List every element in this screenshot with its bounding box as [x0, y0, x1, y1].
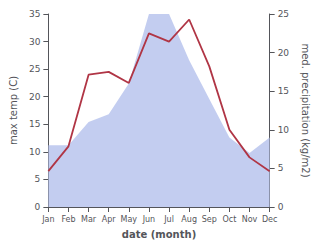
svg-text:25: 25	[278, 9, 289, 19]
svg-text:Feb: Feb	[61, 215, 75, 224]
svg-text:5: 5	[278, 163, 284, 173]
svg-text:Sep: Sep	[202, 215, 217, 224]
svg-text:Mar: Mar	[81, 215, 97, 224]
svg-text:May: May	[121, 215, 138, 224]
svg-text:date (month): date (month)	[122, 229, 196, 240]
svg-text:30: 30	[29, 37, 41, 47]
svg-text:max temp (C): max temp (C)	[8, 76, 19, 145]
svg-text:35: 35	[29, 9, 40, 19]
svg-text:Jan: Jan	[41, 215, 54, 224]
svg-text:Oct: Oct	[222, 215, 236, 224]
svg-text:15: 15	[278, 86, 289, 96]
svg-text:10: 10	[278, 125, 290, 135]
svg-text:0: 0	[35, 202, 41, 212]
svg-text:10: 10	[29, 147, 41, 157]
svg-text:Jun: Jun	[142, 215, 156, 224]
svg-text:0: 0	[278, 202, 284, 212]
svg-text:Aug: Aug	[181, 215, 197, 224]
svg-text:med. precipitation (kg/m2): med. precipitation (kg/m2)	[300, 43, 311, 177]
svg-text:20: 20	[278, 48, 290, 58]
svg-text:25: 25	[29, 64, 40, 74]
svg-text:Apr: Apr	[102, 215, 117, 224]
svg-text:Jul: Jul	[163, 215, 174, 224]
svg-text:15: 15	[29, 119, 40, 129]
svg-text:5: 5	[35, 174, 41, 184]
svg-text:Nov: Nov	[242, 215, 258, 224]
svg-text:20: 20	[29, 92, 41, 102]
svg-text:Dec: Dec	[262, 215, 277, 224]
